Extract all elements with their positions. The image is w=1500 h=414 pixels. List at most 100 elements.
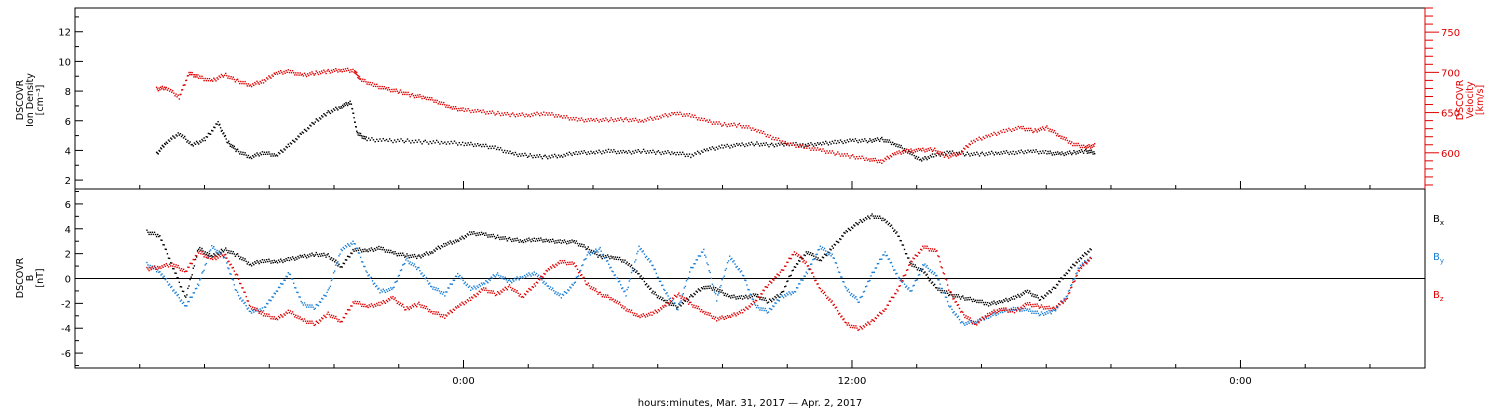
field-point-y (314, 307, 316, 310)
velocity-point (866, 159, 869, 161)
field-point-x (856, 223, 858, 225)
field-point-x (296, 258, 298, 260)
velocity-point (192, 74, 194, 76)
density-point (563, 153, 565, 156)
field-point-y (534, 274, 537, 276)
density-point (758, 145, 761, 147)
field-point-x (966, 299, 968, 301)
field-point-y (872, 271, 874, 274)
field-point-x (672, 304, 675, 307)
field-point-x (310, 255, 312, 257)
field-point-z (504, 286, 506, 288)
field-point-z (969, 317, 971, 319)
field-point-z (582, 277, 584, 279)
density-point (767, 144, 769, 146)
field-point-z (751, 304, 753, 306)
field-point-z (635, 315, 637, 317)
field-point-x (266, 259, 268, 261)
field-point-y (938, 279, 940, 281)
field-point-x (329, 258, 332, 260)
velocity-point (858, 155, 861, 158)
field-point-z (793, 251, 796, 253)
field-point-z (844, 321, 846, 323)
density-point (302, 132, 305, 134)
field-point-z (500, 290, 502, 292)
density-point (742, 144, 745, 146)
field-point-x (472, 233, 474, 235)
velocity-point (853, 156, 855, 158)
density-point (355, 126, 357, 128)
density-point (736, 142, 738, 145)
velocity-point (886, 155, 888, 158)
velocity-point (570, 117, 572, 119)
field-point-x (712, 287, 715, 289)
velocity-point (461, 109, 463, 111)
field-point-y (345, 246, 348, 248)
density-point (431, 142, 433, 145)
field-point-z (905, 269, 908, 271)
field-point-x (895, 232, 897, 234)
field-point-x (546, 240, 548, 242)
velocity-point (935, 150, 937, 152)
field-point-x (879, 215, 881, 217)
field-point-y (617, 281, 620, 283)
field-point-z (862, 325, 865, 327)
velocity-point (734, 124, 736, 126)
velocity-point (780, 142, 782, 144)
velocity-point (276, 73, 279, 75)
field-point-x (825, 254, 827, 256)
field-point-z (735, 315, 737, 317)
field-point-y (1084, 260, 1086, 262)
density-point (516, 153, 518, 156)
velocity-point (967, 146, 969, 148)
field-point-y (634, 261, 636, 263)
density-point (772, 144, 774, 146)
field-point-x (1013, 298, 1016, 300)
density-point (215, 123, 217, 125)
density-point (168, 140, 171, 142)
velocity-point (756, 131, 758, 133)
density-point (1028, 151, 1031, 153)
field-point-y (1005, 308, 1007, 310)
velocity-point (777, 137, 780, 139)
field-point-z (246, 300, 248, 302)
field-point-y (498, 274, 500, 277)
field-point-x (1020, 293, 1022, 295)
density-point (988, 151, 990, 153)
field-point-x (285, 258, 287, 260)
field-point-z (153, 265, 156, 267)
field-point-x (994, 302, 996, 304)
field-point-y (232, 279, 234, 281)
field-point-y (611, 270, 613, 272)
field-point-z (840, 316, 842, 318)
density-point (740, 145, 742, 147)
field-point-y (572, 284, 574, 286)
density-point (970, 152, 973, 155)
velocity-point (868, 158, 870, 160)
field-point-x (334, 261, 336, 263)
field-point-x (244, 258, 246, 260)
field-point-x (445, 242, 447, 245)
field-point-y (154, 268, 157, 270)
density-tick-label: 2 (65, 176, 71, 187)
density-point (269, 153, 271, 155)
density-point (781, 143, 784, 145)
field-point-x (426, 252, 429, 255)
field-point-z (570, 263, 572, 265)
field-point-x (917, 267, 920, 269)
velocity-point (702, 119, 704, 122)
field-point-x (954, 296, 956, 298)
field-point-z (155, 268, 158, 270)
field-point-x (705, 285, 707, 288)
field-point-y (1039, 313, 1042, 316)
field-point-z (340, 320, 342, 323)
field-point-y (582, 264, 584, 266)
density-point (528, 155, 530, 157)
field-point-z (365, 306, 367, 308)
velocity-point (334, 70, 336, 72)
field-point-z (226, 257, 228, 259)
field-point-x (340, 266, 342, 268)
field-point-x (615, 258, 617, 260)
field-point-y (811, 263, 813, 265)
velocity-point (567, 117, 569, 119)
